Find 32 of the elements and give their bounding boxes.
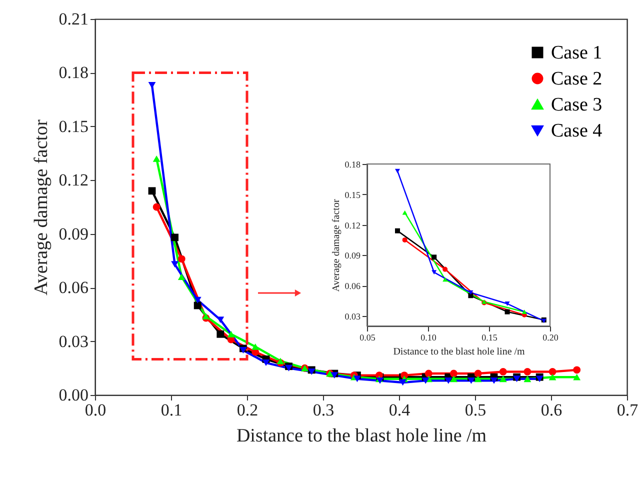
y-tick-label: 0.18: [58, 63, 88, 82]
x-axis-title: Distance to the blast hole line /m: [393, 346, 526, 358]
y-tick-label: 0.15: [58, 116, 88, 136]
x-axis-title: Distance to the blast hole line /m: [236, 426, 487, 446]
y-tick-label: 0.12: [58, 170, 88, 190]
x-tick-label: 0.3: [312, 400, 334, 420]
x-tick-label: 0.20: [542, 332, 559, 342]
y-tick-label: 0.03: [344, 311, 361, 322]
x-tick-label: 0.7: [616, 400, 639, 420]
x-tick-label: 0.5: [464, 400, 486, 420]
y-axis-title: Average damage factor: [30, 118, 52, 296]
legend-label: Case 4: [551, 120, 603, 142]
y-tick-label: 0.06: [58, 278, 88, 298]
x-tick-label: 0.1: [160, 400, 182, 420]
x-tick-label: 0.05: [360, 332, 376, 342]
legend-label: Case 3: [551, 94, 602, 116]
y-tick-label: 0.21: [58, 10, 88, 28]
x-tick-label: 0.15: [482, 332, 498, 342]
y-axis-title: Average damage factor: [330, 198, 342, 292]
x-tick-label: 0.2: [236, 400, 258, 420]
y-tick-label: 0.09: [344, 250, 361, 261]
y-tick-label: 0.06: [344, 281, 361, 291]
legend-label: Case 1: [551, 42, 602, 64]
x-tick-label: 0.6: [540, 400, 562, 420]
x-tick-label: 0.4: [388, 400, 411, 420]
y-tick-label: 0.03: [58, 332, 88, 351]
y-tick-label: 0.15: [344, 190, 361, 200]
legend-label: Case 2: [551, 68, 602, 90]
y-tick-label: 0.09: [58, 224, 88, 244]
y-tick-label: 0.12: [344, 220, 360, 230]
y-tick-label: 0.18: [344, 160, 361, 170]
x-tick-label: 0.10: [420, 332, 437, 342]
